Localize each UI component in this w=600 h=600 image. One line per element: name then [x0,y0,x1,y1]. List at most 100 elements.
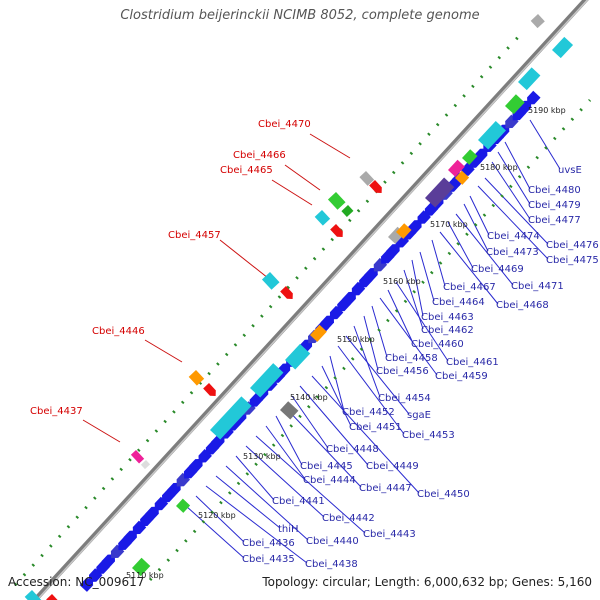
cds-arrow [359,273,373,288]
gene-label-cbei-4476: Cbei_4476 [546,240,599,251]
feature-cbei-4466 [327,192,346,210]
gene-label-cbei-4452: Cbei_4452 [342,407,395,418]
leader-line [403,269,424,330]
feature-cbei-4465 [314,210,331,226]
feature-block [210,396,252,440]
feature-cbei-4470 [359,171,375,186]
cds-arrow [417,210,431,224]
gene-label-cbei-4441: Cbei_4441 [272,496,325,507]
cds-arrow [424,202,439,216]
gene-label-cbei-4471: Cbei_4471 [511,281,564,292]
leader-line [379,297,438,376]
cds-arrow [161,488,176,503]
feature-block [132,557,151,577]
cds-arrow [380,250,395,264]
leader-lines [82,119,561,564]
leader-line [411,259,424,317]
gene-label-cbei-4459: Cbei_4459 [435,371,488,382]
cds-arrow [154,496,169,511]
leader-line [484,177,549,245]
leader-line [431,239,446,287]
leader-line [345,335,410,415]
cds-arrow [96,560,110,575]
leader-line [284,164,321,191]
outer-dot-track [13,33,522,587]
leader-line [497,151,531,205]
gene-label-cbei-4449: Cbei_4449 [366,461,419,472]
feature-block [462,149,478,165]
gene-label-cbei-4443: Cbei_4443 [363,529,416,540]
cds-arrow [337,297,351,312]
leader-line [504,141,531,190]
feature-cbei-4437b [140,460,151,470]
feature-arrow-red [203,383,216,396]
feature-block [250,363,284,398]
gene-label-cbei-4447: Cbei_4447 [359,483,412,494]
accession-label: Accession: NC_009617 [8,575,145,589]
cds-arrow [205,441,220,455]
leader-line [215,475,281,529]
gene-label-uvse: uvsE [558,165,582,176]
cds-arrow [198,449,212,463]
gene-labels: Cbei_4470 Cbei_4466 Cbei_4465 Cbei_4457 Cbei… [30,119,599,570]
gene-label-cbei-4477: Cbei_4477 [528,215,581,226]
leader-line [439,231,499,305]
leader-line [491,161,531,220]
feature-block [505,94,525,115]
cds-arrow [461,162,475,177]
cds-arrow [183,464,198,479]
leader-line [337,345,405,435]
leader-line [219,239,269,279]
gene-label-cbei-4445: Cbei_4445 [300,461,353,472]
tick-label-5150-kbp: 5150 kbp [337,335,375,344]
gene-label-cbei-4451: Cbei_4451 [349,422,402,433]
leader-line [235,455,275,501]
tick-label-5110-kbp: 5110 kbp [126,571,164,580]
map-title: Clostridium beijerinckii NCIMB 8052, com… [120,8,480,23]
feature-block [285,343,311,370]
gene-label-cbei-4438: Cbei_4438 [305,559,358,570]
feature-block [455,170,470,185]
inner-dot-track [148,98,592,582]
tick-label-5140-kbp: 5140 kbp [290,393,328,402]
leader-line [185,505,245,559]
tick-label-5160-kbp: 5160 kbp [383,277,421,286]
feature-arrow-red [330,224,343,237]
gene-label-cbei-4473: Cbei_4473 [486,247,539,258]
leader-line [283,405,362,488]
gene-label-cbei-4436: Cbei_4436 [242,538,295,549]
gene-label-cbei-4475: Cbei_4475 [546,255,599,266]
leader-line [477,185,549,260]
cds-arrow [110,544,125,559]
gene-label-cbei-4456: Cbei_4456 [376,366,429,377]
feature-top-gray [530,14,545,29]
gene-label-cbei-4479: Cbei_4479 [528,200,581,211]
leader-line [329,355,345,412]
leader-line [529,119,561,170]
feature-block [425,177,455,208]
gene-label-cbei-4446: Cbei_4446 [92,326,145,337]
cds-arrow [249,393,264,407]
gene-label-cbei-4464: Cbei_4464 [432,297,485,308]
feature-arrow-red [46,594,59,600]
leader-line [363,315,379,371]
leader-line [387,289,414,344]
leader-line [225,465,309,541]
leader-line [82,419,121,443]
leader-line [455,213,514,286]
coordinate-ticks: 5110 kbp 5120 kbp 5130 kbp 5140 kbp 5150 kbp… [126,106,566,580]
feature-cbei-4437 [130,450,145,464]
feature-arrow-red [369,180,382,193]
gene-label-cbei-4461: Cbei_4461 [446,357,499,368]
gene-label-cbei-4470: Cbei_4470 [258,119,311,130]
leader-line [144,339,183,363]
tick-label-5120-kbp: 5120 kbp [198,511,236,520]
feature-block [310,324,327,342]
leader-line [245,445,325,518]
feature-bottom-cyan [24,590,42,600]
leader-line [419,251,435,302]
leader-line [309,133,351,159]
feature-band [132,36,574,577]
cds-arrow [132,520,147,535]
